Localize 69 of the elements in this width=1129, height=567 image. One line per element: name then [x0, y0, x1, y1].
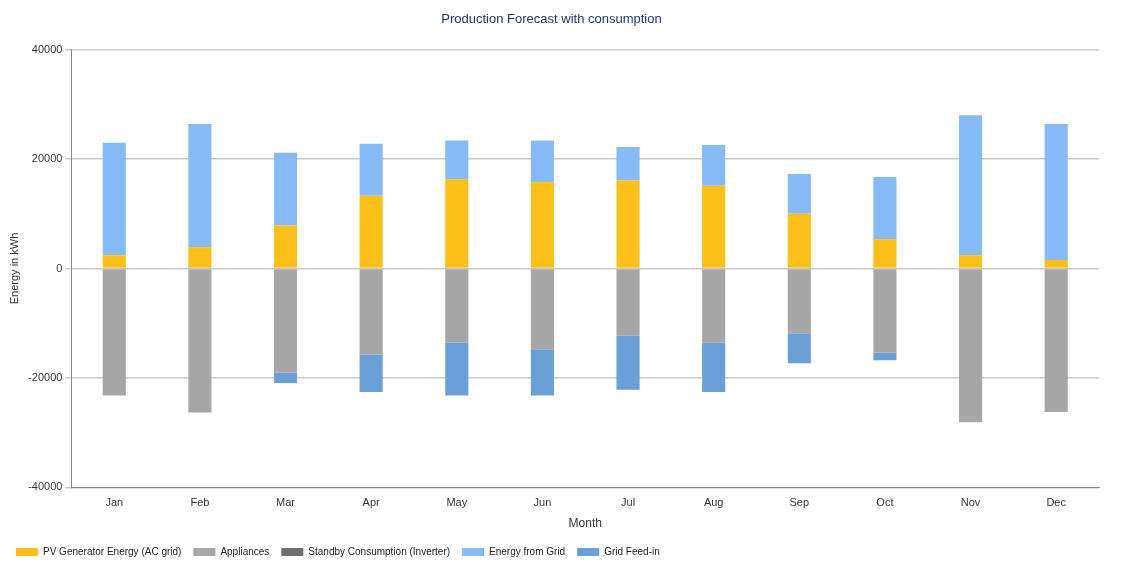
y-tick-label: 20000: [31, 152, 63, 165]
bar: [445, 342, 469, 396]
bar: [787, 333, 811, 364]
bar: [873, 269, 897, 353]
x-tick-label: Dec: [1046, 496, 1067, 509]
bar: [445, 179, 469, 268]
bar: [530, 140, 554, 183]
legend-label: Appliances: [220, 545, 270, 557]
chart-title: Production Forecast with consumption: [441, 11, 662, 27]
bar: [102, 269, 126, 396]
bar: [102, 255, 126, 268]
bar: [616, 269, 640, 336]
bar: [273, 372, 298, 383]
bar: [188, 269, 212, 413]
y-tick-label: 40000: [31, 42, 63, 55]
x-tick-label: Sep: [789, 496, 810, 509]
bar: [959, 269, 983, 423]
bar: [873, 352, 897, 361]
x-axis-title: Month: [568, 516, 602, 531]
x-tick-label: Mar: [276, 496, 296, 509]
bar: [787, 213, 811, 268]
bar: [273, 152, 298, 226]
bar: [359, 354, 383, 392]
x-tick-label: May: [446, 496, 468, 509]
bar: [530, 182, 554, 268]
bar: [188, 247, 212, 268]
bar: [102, 142, 126, 256]
x-tick-label: Nov: [960, 496, 981, 509]
y-tick-label: 0: [56, 261, 63, 274]
legend-label: PV Generator Energy (AC grid): [43, 545, 182, 557]
bar: [445, 140, 469, 180]
legend-label: Standby Consumption (Inverter): [308, 545, 451, 557]
bar: [873, 239, 897, 268]
bar: [787, 174, 811, 214]
x-tick-label: Apr: [362, 496, 381, 509]
bar: [616, 147, 640, 181]
x-tick-label: Jul: [621, 496, 636, 509]
bar: [1044, 260, 1068, 268]
bar: [959, 255, 983, 268]
bar: [702, 185, 726, 268]
bar: [959, 115, 983, 256]
bar: [787, 269, 811, 334]
bar: [359, 195, 383, 268]
bar: [359, 143, 383, 196]
y-axis-title: Energy in kWh: [7, 232, 20, 305]
y-tick-label: -20000: [28, 370, 63, 383]
x-tick-label: Jan: [105, 496, 124, 509]
bar: [188, 124, 212, 248]
legend-label: Energy from Grid: [489, 545, 566, 557]
bar: [359, 269, 383, 355]
x-tick-label: Aug: [703, 496, 724, 509]
bar: [873, 177, 897, 240]
bar: [616, 335, 640, 390]
bar: [616, 180, 640, 268]
bar: [1044, 124, 1068, 261]
legend-label: Grid Feed-in: [604, 545, 660, 557]
bar: [530, 349, 554, 396]
bar: [702, 145, 726, 186]
bar: [273, 225, 298, 268]
bar: [702, 342, 726, 392]
bar: [1044, 269, 1068, 412]
y-tick-label: -40000: [28, 480, 63, 493]
x-tick-label: Feb: [190, 496, 210, 509]
bar: [445, 269, 469, 343]
x-tick-label: Jun: [533, 496, 552, 509]
x-tick-label: Oct: [876, 496, 894, 509]
bar: [702, 269, 726, 343]
bar: [530, 269, 554, 350]
bar: [273, 269, 298, 373]
